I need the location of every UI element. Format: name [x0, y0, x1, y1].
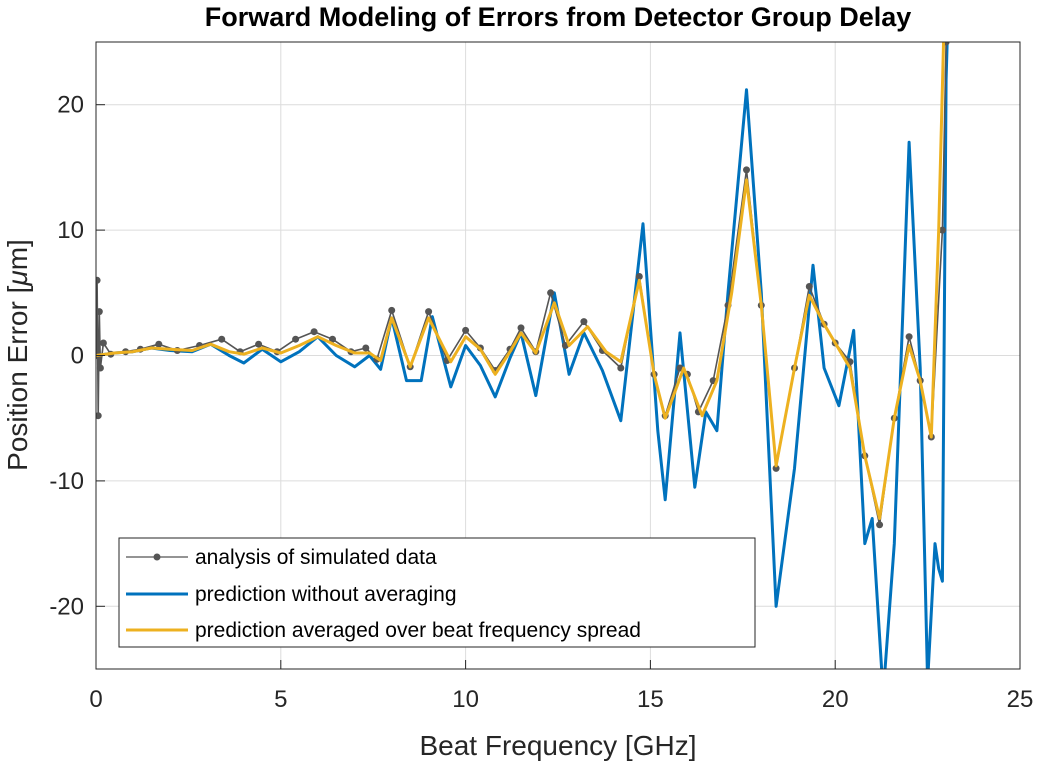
analysis-data-point	[388, 306, 396, 314]
y-axis-label: Position Error [μm]	[2, 239, 33, 471]
analysis-data-point	[96, 276, 101, 284]
analysis-data-point	[905, 333, 913, 341]
legend: analysis of simulated data prediction wi…	[118, 537, 756, 648]
y-tick-label: 20	[57, 92, 84, 119]
analysis-data-point	[96, 308, 103, 316]
x-tick-label: 25	[1007, 686, 1034, 713]
legend-label-averaged: prediction averaged over beat frequency …	[195, 619, 641, 642]
analysis-data-point	[96, 412, 102, 420]
legend-label-analysis: analysis of simulated data	[195, 546, 437, 569]
y-tick-label: -10	[49, 468, 84, 495]
analysis-data-point	[517, 324, 525, 332]
analysis-data-point	[155, 340, 163, 348]
analysis-data-point	[580, 318, 588, 326]
series-no-averaging-line	[96, 42, 949, 669]
x-tick-label: 0	[89, 686, 102, 713]
tick-labels: 0 5 10 15 20 25 -20 -10 0 10 20	[49, 92, 1033, 713]
x-tick-label: 10	[452, 686, 479, 713]
legend-label-no-averaging: prediction without averaging	[195, 583, 457, 606]
x-tick-label: 5	[274, 686, 287, 713]
analysis-data-point	[772, 464, 780, 472]
analysis-data-point	[292, 335, 300, 343]
analysis-data-point	[938, 226, 946, 234]
y-axis-label-mu: μ	[2, 270, 33, 286]
analysis-data-point	[362, 344, 370, 352]
analysis-data-point	[255, 340, 263, 348]
analysis-data-point	[805, 283, 813, 290]
y-tick-label: -20	[49, 593, 84, 620]
y-tick-label: 10	[57, 217, 84, 244]
chart-title: Forward Modeling of Errors from Detector…	[205, 2, 912, 32]
analysis-data-point	[635, 273, 643, 280]
analysis-data-point	[617, 364, 625, 372]
analysis-data-point	[99, 339, 107, 347]
ticks	[95, 104, 1021, 669]
legend-box	[118, 537, 756, 648]
analysis-data-point	[462, 326, 470, 334]
analysis-data-point	[743, 166, 750, 174]
x-tick-label: 15	[637, 686, 664, 713]
y-tick-label: 0	[71, 343, 84, 370]
analysis-data-point	[425, 308, 433, 316]
legend-marker-analysis	[153, 553, 161, 561]
analysis-data-point	[547, 289, 555, 297]
series-layer	[96, 42, 950, 669]
y-axis-label-prefix: Position Error [	[2, 285, 33, 470]
grid	[95, 42, 1021, 669]
analysis-data-point	[310, 328, 318, 336]
y-axis-label-suffix: m]	[2, 239, 33, 270]
analysis-data-point	[96, 364, 104, 372]
x-tick-label: 20	[822, 686, 849, 713]
analysis-data-point	[329, 335, 336, 343]
analysis-data-point	[876, 521, 884, 529]
x-axis-label: Beat Frequency [GHz]	[419, 730, 696, 761]
series-averaged-line	[96, 42, 946, 520]
analysis-data-point	[218, 335, 226, 343]
